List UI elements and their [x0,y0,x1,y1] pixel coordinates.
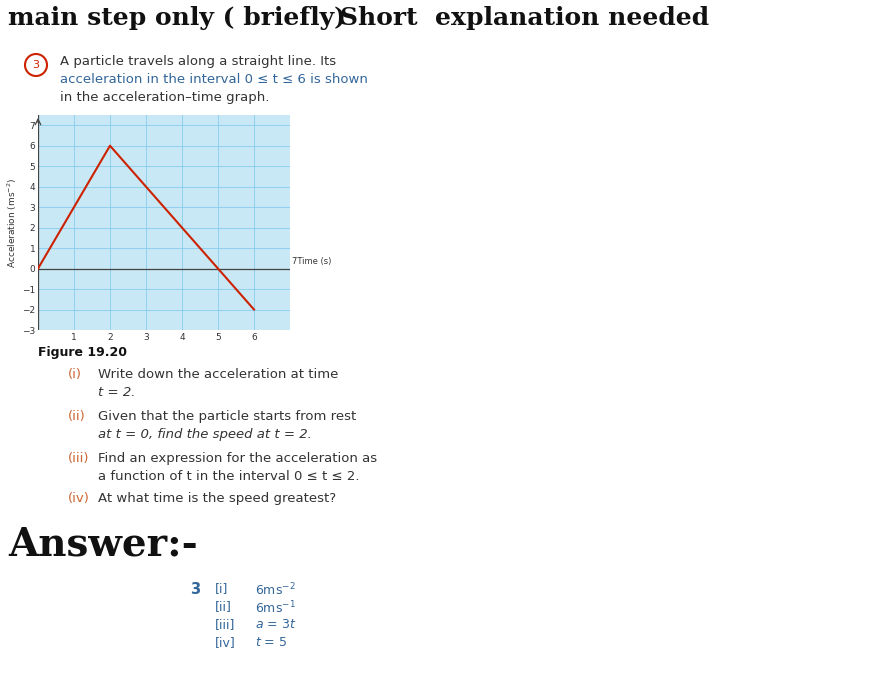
Text: at t = 0, find the speed at t = 2.: at t = 0, find the speed at t = 2. [98,428,312,441]
Text: (iv): (iv) [68,492,90,505]
Text: $t$ = 5: $t$ = 5 [255,636,287,649]
Text: Given that the particle starts from rest: Given that the particle starts from rest [98,410,356,423]
Text: (iii): (iii) [68,452,89,465]
Text: Write down the acceleration at time: Write down the acceleration at time [98,368,339,381]
Text: [i]: [i] [215,582,228,595]
Text: 6ms$^{-1}$: 6ms$^{-1}$ [255,600,296,617]
Text: t = 2.: t = 2. [98,386,135,399]
Text: [ii]: [ii] [215,600,232,613]
Text: 3: 3 [33,60,40,70]
Text: Short  explanation needed: Short explanation needed [340,6,709,30]
Text: 3: 3 [190,582,200,597]
Y-axis label: Acceleration (ms$^{-2}$): Acceleration (ms$^{-2}$) [6,177,19,268]
Text: At what time is the speed greatest?: At what time is the speed greatest? [98,492,336,505]
Text: [iv]: [iv] [215,636,236,649]
Text: (i): (i) [68,368,82,381]
Text: Figure 19.20: Figure 19.20 [38,346,127,359]
Text: Find an expression for the acceleration as: Find an expression for the acceleration … [98,452,377,465]
Text: A particle travels along a straight line. Its: A particle travels along a straight line… [60,55,336,68]
Text: 6ms$^{-2}$: 6ms$^{-2}$ [255,582,296,598]
Text: main step only ( briefly): main step only ( briefly) [8,6,346,30]
Text: $a$ = 3$t$: $a$ = 3$t$ [255,618,296,631]
Text: in the acceleration–time graph.: in the acceleration–time graph. [60,91,270,104]
Text: (ii): (ii) [68,410,86,423]
Text: [iii]: [iii] [215,618,235,631]
Text: a function of t in the interval 0 ≤ t ≤ 2.: a function of t in the interval 0 ≤ t ≤ … [98,470,360,483]
Text: Answer:-: Answer:- [8,526,198,564]
Text: acceleration in the interval 0 ≤ t ≤ 6 is shown: acceleration in the interval 0 ≤ t ≤ 6 i… [60,73,368,86]
Text: 7Time (s): 7Time (s) [292,256,332,265]
